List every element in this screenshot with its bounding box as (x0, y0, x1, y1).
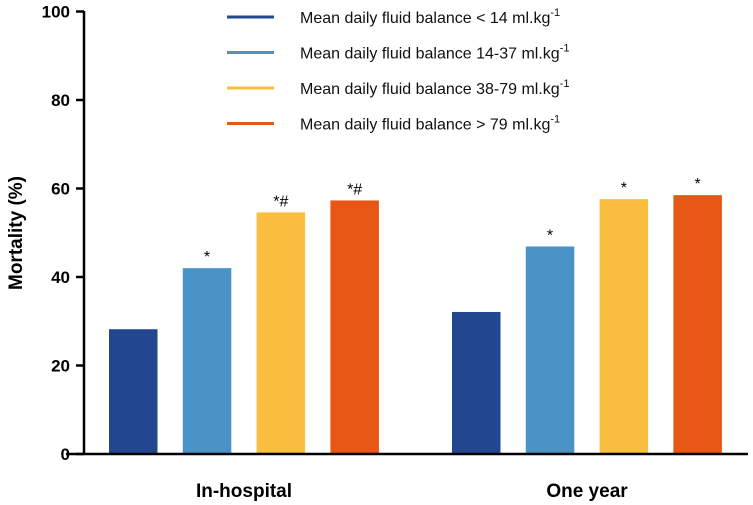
legend-label-superscript: -1 (550, 114, 560, 126)
legend-label-text: Mean daily fluid balance > 79 ml.kg (300, 117, 550, 134)
bar-one-year-series-1 (525, 246, 575, 454)
legend-label-text: Mean daily fluid balance 14-37 ml.kg (300, 46, 560, 63)
legend-item: Mean daily fluid balance < 14 ml.kg-1 (227, 7, 560, 27)
legend-label: Mean daily fluid balance 38-79 ml.kg-1 (300, 78, 569, 98)
significance-label: * (547, 227, 553, 244)
legend-label: Mean daily fluid balance 14-37 ml.kg-1 (300, 43, 569, 63)
legend-label-superscript: -1 (560, 78, 570, 90)
y-axis-label: Mortality (%) (6, 176, 27, 290)
legend-item: Mean daily fluid balance 38-79 ml.kg-1 (227, 78, 569, 98)
legend-label-text: Mean daily fluid balance < 14 ml.kg (300, 10, 550, 27)
y-tick-label: 0 (61, 445, 70, 464)
significance-label: *# (273, 193, 288, 210)
y-tick-label: 20 (51, 357, 70, 376)
bar-in-hospital-series-2 (256, 212, 306, 454)
bar-one-year-series-0 (452, 311, 501, 454)
bar-in-hospital-series-0 (109, 329, 158, 454)
significance-label: *# (347, 181, 362, 198)
annotations-layer: * *# *# * * * (204, 176, 701, 266)
significance-label: * (204, 249, 210, 266)
legend-label: Mean daily fluid balance > 79 ml.kg-1 (300, 114, 560, 134)
legend-label-superscript: -1 (560, 43, 570, 55)
legend-label-text: Mean daily fluid balance 38-79 ml.kg (300, 81, 560, 98)
category-label-in-hospital: In-hospital (196, 481, 292, 502)
legend-label-superscript: -1 (550, 7, 560, 19)
significance-label: * (695, 176, 701, 193)
legend-item: Mean daily fluid balance > 79 ml.kg-1 (227, 114, 560, 134)
y-ticks: 0 20 40 60 80 100 (42, 3, 84, 464)
significance-label: * (621, 180, 627, 197)
category-label-one-year: One year (546, 481, 628, 502)
bar-one-year-series-2 (599, 199, 649, 454)
legend-label: Mean daily fluid balance < 14 ml.kg-1 (300, 7, 560, 27)
bar-in-hospital-series-1 (182, 268, 232, 454)
y-tick-label: 100 (42, 3, 70, 22)
y-tick-label: 60 (51, 180, 70, 199)
y-tick-label: 80 (51, 91, 70, 110)
bar-one-year-series-3 (673, 195, 722, 454)
bar-in-hospital-series-3 (330, 200, 379, 454)
bars-layer (109, 195, 722, 454)
y-tick-label: 40 (51, 268, 70, 287)
legend-item: Mean daily fluid balance 14-37 ml.kg-1 (227, 43, 569, 63)
legend: Mean daily fluid balance < 14 ml.kg-1Mea… (227, 7, 569, 134)
